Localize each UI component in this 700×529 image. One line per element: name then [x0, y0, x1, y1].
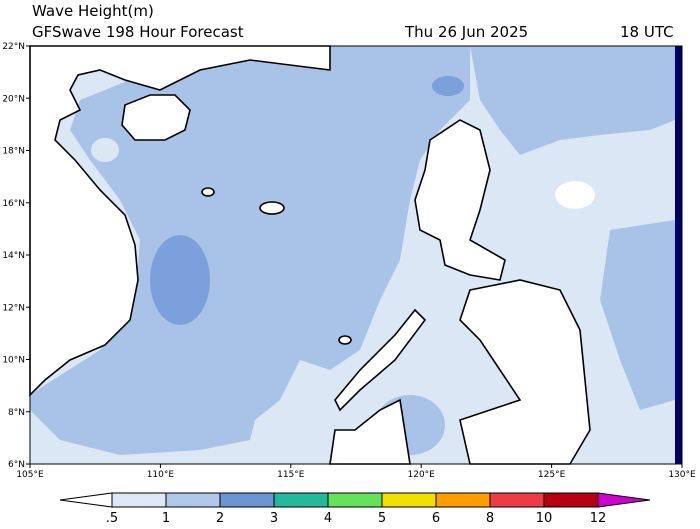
- island: [201, 187, 215, 197]
- colorbar-box: [219, 492, 275, 508]
- hainan: [121, 94, 191, 141]
- luzon: [414, 119, 506, 281]
- colorbar-label: 8: [486, 511, 494, 525]
- lat-label: 16°N: [2, 199, 25, 209]
- colorbar-box: [543, 492, 599, 508]
- edge-bar: [675, 46, 682, 464]
- colorbar-box: [273, 492, 329, 508]
- date: Thu 26 Jun 2025: [404, 23, 528, 41]
- colorbar-box: [111, 492, 167, 508]
- lat-label: 18°N: [2, 147, 25, 157]
- island: [338, 335, 352, 345]
- lon-label: 105°E: [16, 470, 44, 480]
- colorbar-box: [165, 492, 221, 508]
- sea-medium: [470, 46, 675, 155]
- colorbar-box: [381, 492, 437, 508]
- subtitle: GFSwave 198 Hour Forecast: [32, 23, 244, 41]
- colorbar-label: 10: [536, 511, 553, 525]
- map: [29, 45, 683, 465]
- lat-label: 6°N: [8, 460, 25, 470]
- sea-dark: [150, 235, 210, 325]
- island: [259, 201, 285, 215]
- colorbar-label: .5: [106, 511, 118, 525]
- colorbar-label: 12: [590, 511, 607, 525]
- colorbar-label: 6: [432, 511, 440, 525]
- colorbar-high: [597, 492, 651, 508]
- lat-label: 14°N: [2, 251, 25, 261]
- lat-label: 20°N: [2, 94, 25, 104]
- title: Wave Height(m): [32, 2, 154, 20]
- time: 18 UTC: [620, 23, 674, 41]
- colorbar-box: [435, 492, 491, 508]
- colorbar-label: 1: [162, 511, 170, 525]
- lat-label: 12°N: [2, 303, 25, 313]
- sea-calm: [555, 181, 595, 209]
- lat-label: 8°N: [8, 408, 25, 418]
- colorbar-low: [59, 492, 113, 508]
- colorbar-label: 3: [270, 511, 278, 525]
- colorbar-label: 5: [378, 511, 386, 525]
- lat-label: 10°N: [2, 356, 25, 366]
- palawan: [334, 308, 427, 412]
- lat-label: 22°N: [2, 42, 25, 52]
- colorbar-box: [327, 492, 383, 508]
- sea-dark: [432, 76, 464, 96]
- sea-medium: [30, 46, 470, 455]
- lon-label: 115°E: [277, 470, 305, 480]
- lon-label: 120°E: [408, 470, 436, 480]
- colorbar-label: 4: [324, 511, 332, 525]
- lon-label: 125°E: [538, 470, 566, 480]
- colorbar-label: 2: [216, 511, 224, 525]
- lon-label: 130°E: [668, 470, 696, 480]
- land: [29, 45, 331, 397]
- sea-medium: [600, 220, 675, 410]
- sea-light: [91, 138, 119, 162]
- colorbar-box: [489, 492, 545, 508]
- lon-label: 110°E: [147, 470, 175, 480]
